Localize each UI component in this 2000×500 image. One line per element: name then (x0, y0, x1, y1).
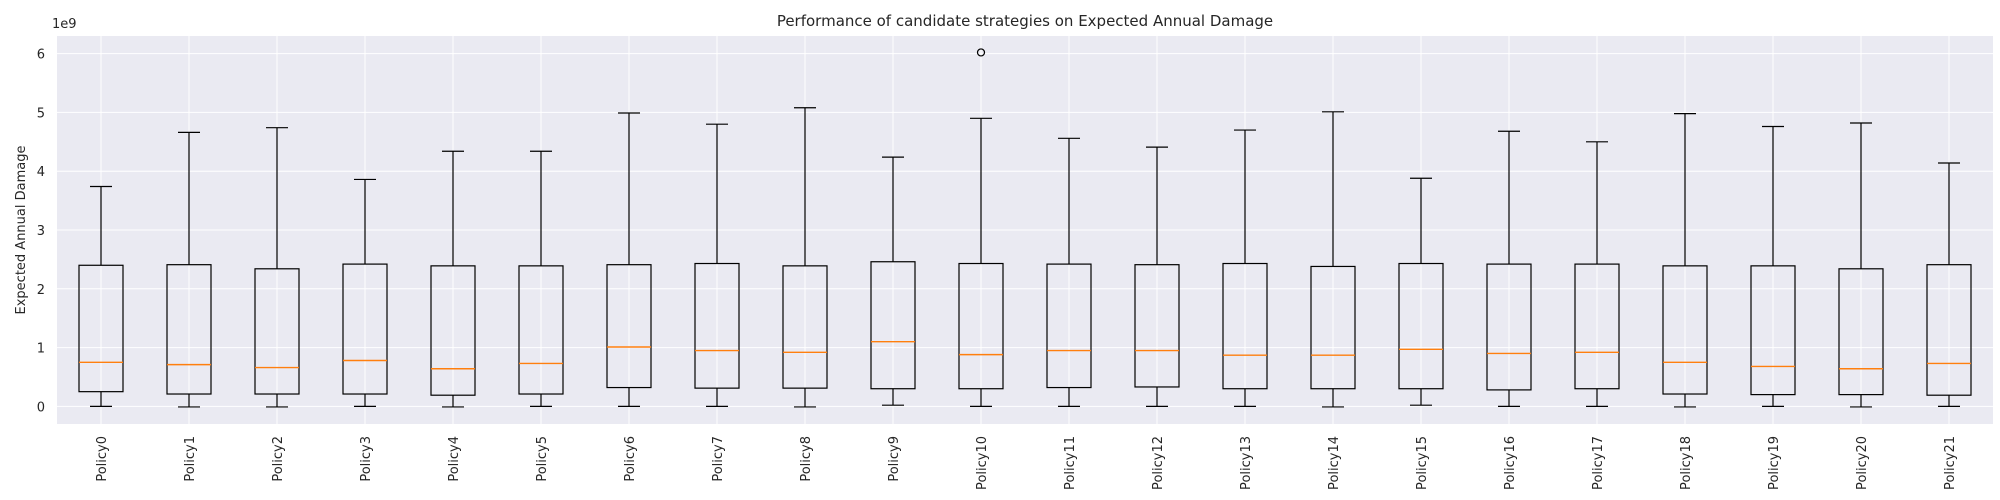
x-tick-label: Policy0 (95, 436, 110, 482)
x-tick-label: Policy11 (1063, 436, 1078, 490)
iqr-box (870, 261, 916, 390)
x-tick-label: Policy9 (887, 436, 902, 482)
box-policy13 (1222, 129, 1268, 407)
box-policy15 (1398, 177, 1444, 406)
x-tick-label: Policy15 (1415, 436, 1430, 490)
x-tick-label: Policy21 (1943, 436, 1958, 490)
x-tick-label: Policy3 (359, 436, 374, 482)
x-tick-label: Policy20 (1855, 436, 1870, 490)
x-tick-label: Policy2 (271, 436, 286, 482)
box-policy2 (254, 127, 300, 408)
x-tick-label: Policy12 (1151, 436, 1166, 490)
box-policy6 (606, 112, 652, 407)
iqr-box (342, 263, 388, 395)
x-tick-label: Policy8 (799, 436, 814, 482)
iqr-box (78, 264, 124, 393)
y-tick-label: 2 (37, 283, 45, 298)
iqr-box (1574, 263, 1620, 390)
box-policy11 (1046, 137, 1092, 407)
iqr-box (1926, 264, 1972, 396)
y-axis-offset-label: 1e9 (52, 17, 77, 32)
iqr-box (1838, 268, 1884, 396)
box-policy3 (342, 178, 388, 407)
box-policy1 (166, 131, 212, 408)
iqr-box (1486, 263, 1532, 391)
iqr-box (958, 262, 1004, 390)
x-tick-label: Policy18 (1679, 436, 1694, 490)
y-tick-label: 1 (37, 342, 45, 357)
box-policy21 (1926, 162, 1972, 407)
box-policy4 (430, 150, 476, 408)
box-policy17 (1574, 141, 1620, 407)
y-axis-ticks: 0 1 2 3 4 5 6 (37, 48, 45, 416)
x-tick-label: Policy17 (1591, 436, 1606, 490)
box-policy7 (694, 123, 740, 407)
x-tick-label: Policy13 (1239, 436, 1254, 490)
boxes (78, 48, 1972, 408)
iqr-box (694, 262, 740, 389)
iqr-box (1134, 264, 1180, 388)
iqr-box (1398, 262, 1444, 390)
iqr-box (166, 264, 212, 395)
y-axis-label: Expected Annual Damage (14, 146, 29, 315)
iqr-box (1662, 265, 1708, 395)
iqr-box (1750, 265, 1796, 396)
iqr-box (1310, 265, 1356, 390)
x-tick-label: Policy7 (711, 436, 726, 482)
iqr-box (254, 268, 300, 395)
x-tick-label: Policy14 (1327, 436, 1342, 490)
box-policy19 (1750, 125, 1796, 407)
y-tick-label: 0 (37, 400, 45, 415)
chart-title: Performance of candidate strategies on E… (777, 12, 1273, 30)
iqr-box (606, 264, 652, 389)
y-tick-label: 5 (37, 106, 45, 121)
box-policy20 (1838, 122, 1884, 408)
iqr-box (1046, 263, 1092, 389)
x-tick-label: Policy19 (1767, 436, 1782, 490)
iqr-box (1222, 262, 1268, 390)
x-tick-label: Policy1 (183, 436, 198, 482)
y-tick-label: 4 (37, 165, 45, 180)
box-policy8 (782, 107, 828, 408)
x-tick-label: Policy6 (623, 436, 638, 482)
iqr-box (518, 265, 564, 395)
y-tick-label: 6 (37, 48, 45, 63)
x-axis-ticks: Policy0 Policy1 Policy2 Policy3 Policy4 Polic… (95, 436, 1958, 490)
y-tick-label: 3 (37, 224, 45, 239)
box-policy9 (870, 156, 916, 406)
iqr-box (430, 265, 476, 396)
iqr-box (782, 265, 828, 389)
x-tick-label: Policy5 (535, 436, 550, 482)
box-policy0 (78, 185, 124, 407)
box-policy16 (1486, 130, 1532, 407)
box-policy10 (958, 48, 1004, 407)
box-policy14 (1310, 111, 1356, 408)
x-tick-label: Policy10 (975, 436, 990, 490)
box-policy12 (1134, 146, 1180, 407)
box-policy18 (1662, 112, 1708, 408)
box-policy5 (518, 150, 564, 407)
x-tick-label: Policy16 (1503, 436, 1518, 490)
x-tick-label: Policy4 (447, 436, 462, 482)
outlier-point (976, 48, 986, 57)
